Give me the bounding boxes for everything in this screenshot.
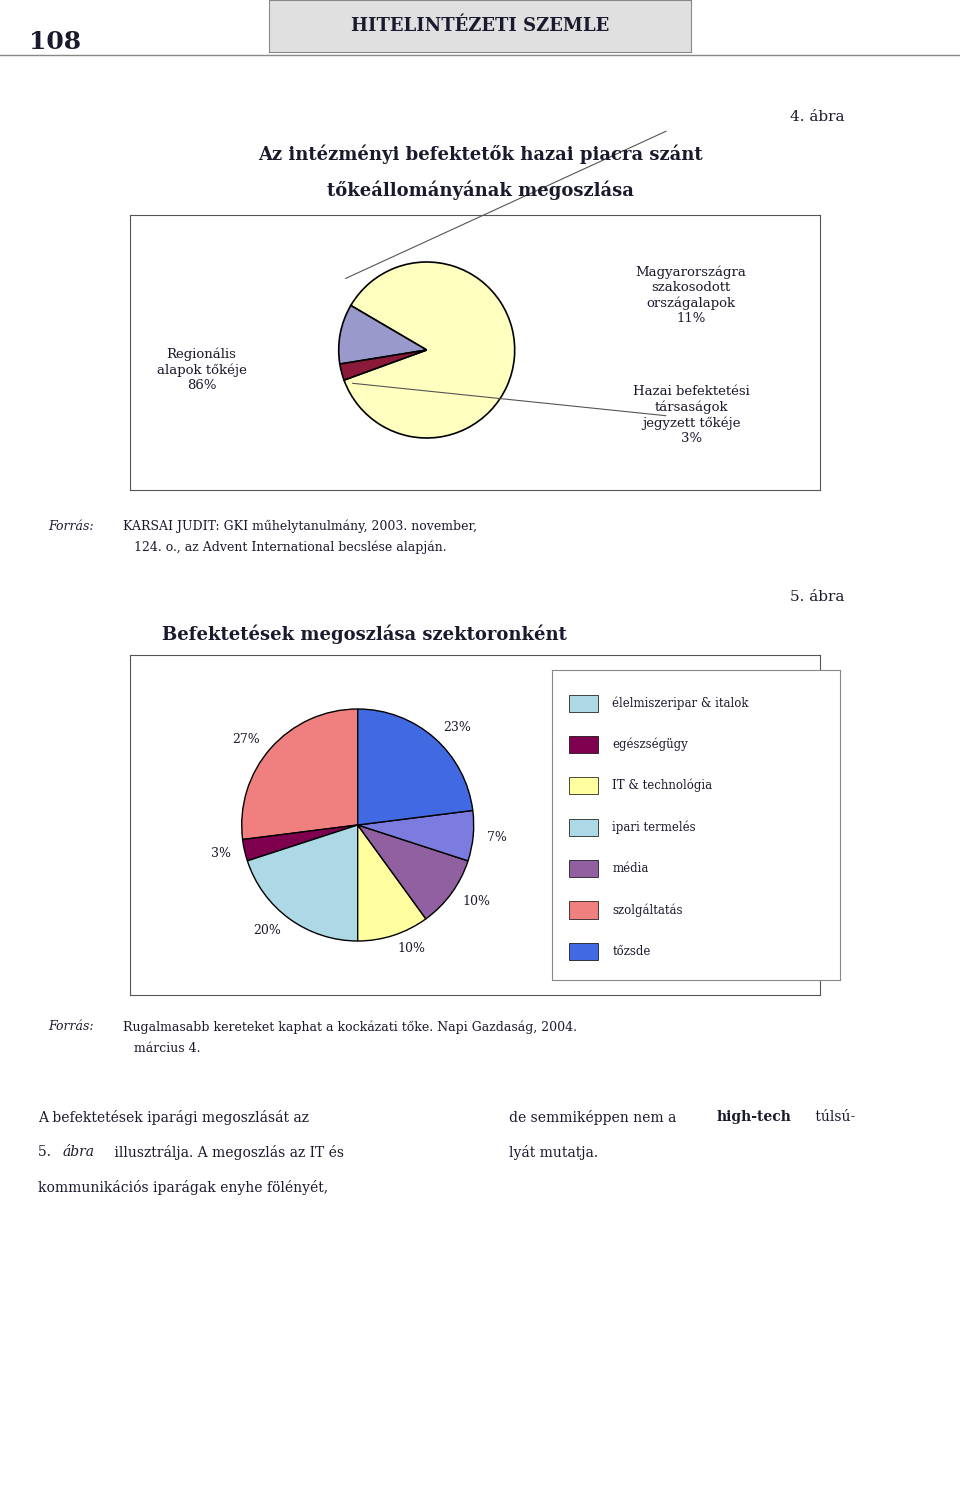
Wedge shape xyxy=(358,708,472,826)
Text: 3%: 3% xyxy=(211,846,231,860)
Text: Befektetések megoszlása szektoronként: Befektetések megoszlása szektoronként xyxy=(162,625,567,644)
Text: tőzsde: tőzsde xyxy=(612,944,651,958)
Bar xyxy=(569,860,598,878)
Wedge shape xyxy=(340,350,426,380)
Bar xyxy=(569,943,598,959)
Text: illusztrálja. A megoszlás az IT és: illusztrálja. A megoszlás az IT és xyxy=(110,1145,345,1160)
Wedge shape xyxy=(339,306,426,364)
Wedge shape xyxy=(242,708,358,839)
Text: szolgáltatás: szolgáltatás xyxy=(612,903,683,916)
Wedge shape xyxy=(358,826,426,941)
Text: Rugalmasabb kereteket kaphat a kockázati tőke. Napi Gazdaság, 2004.: Rugalmasabb kereteket kaphat a kockázati… xyxy=(115,1020,577,1034)
Wedge shape xyxy=(248,826,358,941)
Text: kommunikációs iparágak enyhe fölényét,: kommunikációs iparágak enyhe fölényét, xyxy=(38,1181,328,1195)
Text: de semmiképpen nem a: de semmiképpen nem a xyxy=(509,1109,681,1126)
Text: 4. ábra: 4. ábra xyxy=(790,110,845,125)
Text: Hazai befektetési
társaságok
jegyzett tőkéje
3%: Hazai befektetési társaságok jegyzett tő… xyxy=(633,386,750,444)
Text: Forrás:: Forrás: xyxy=(48,1020,94,1034)
Wedge shape xyxy=(358,811,473,861)
Bar xyxy=(569,695,598,711)
Text: Az intézményi befektetők hazai piacra szánt: Az intézményi befektetők hazai piacra sz… xyxy=(257,146,703,165)
Text: high-tech: high-tech xyxy=(716,1109,791,1124)
Bar xyxy=(569,777,598,794)
Text: Magyarországra
szakosodott
országalapok
11%: Magyarországra szakosodott országalapok … xyxy=(636,266,747,325)
Text: 10%: 10% xyxy=(397,941,426,955)
Text: március 4.: március 4. xyxy=(134,1042,201,1054)
Text: 5.: 5. xyxy=(38,1145,56,1158)
Text: 5. ábra: 5. ábra xyxy=(790,590,845,604)
Text: média: média xyxy=(612,861,649,875)
Text: 10%: 10% xyxy=(463,895,491,907)
Text: túlsú-: túlsú- xyxy=(811,1109,855,1124)
Text: 27%: 27% xyxy=(232,732,260,745)
Text: 7%: 7% xyxy=(487,830,507,843)
Text: HITELINTÉZETI SZEMLE: HITELINTÉZETI SZEMLE xyxy=(350,16,610,36)
Text: IT & technológia: IT & technológia xyxy=(612,780,712,793)
Bar xyxy=(569,818,598,836)
Text: ipari termelés: ipari termelés xyxy=(612,820,696,833)
Text: egészségügy: egészségügy xyxy=(612,738,688,751)
Text: KARSAI JUDIT: GKI műhelytanulmány, 2003. november,: KARSAI JUDIT: GKI műhelytanulmány, 2003.… xyxy=(115,520,477,533)
Text: lyát mutatja.: lyát mutatja. xyxy=(509,1145,598,1160)
Text: tőkeállományának megoszlása: tőkeállományának megoszlása xyxy=(326,180,634,199)
Wedge shape xyxy=(243,826,358,861)
Wedge shape xyxy=(344,261,515,438)
Text: 108: 108 xyxy=(29,30,81,53)
Text: 20%: 20% xyxy=(253,924,281,937)
Text: ábra: ábra xyxy=(62,1145,94,1158)
Text: 124. o., az Advent International becslése alapján.: 124. o., az Advent International becslés… xyxy=(134,541,447,554)
Text: A befektetések iparági megoszlását az: A befektetések iparági megoszlását az xyxy=(38,1109,309,1126)
Bar xyxy=(569,901,598,919)
Text: Forrás:: Forrás: xyxy=(48,520,94,533)
Text: Regionális
alapok tőkéje
86%: Regionális alapok tőkéje 86% xyxy=(156,347,247,392)
Text: élelmiszeripar & italok: élelmiszeripar & italok xyxy=(612,696,749,710)
Text: 23%: 23% xyxy=(444,722,471,734)
Bar xyxy=(569,737,598,753)
Wedge shape xyxy=(358,826,468,919)
